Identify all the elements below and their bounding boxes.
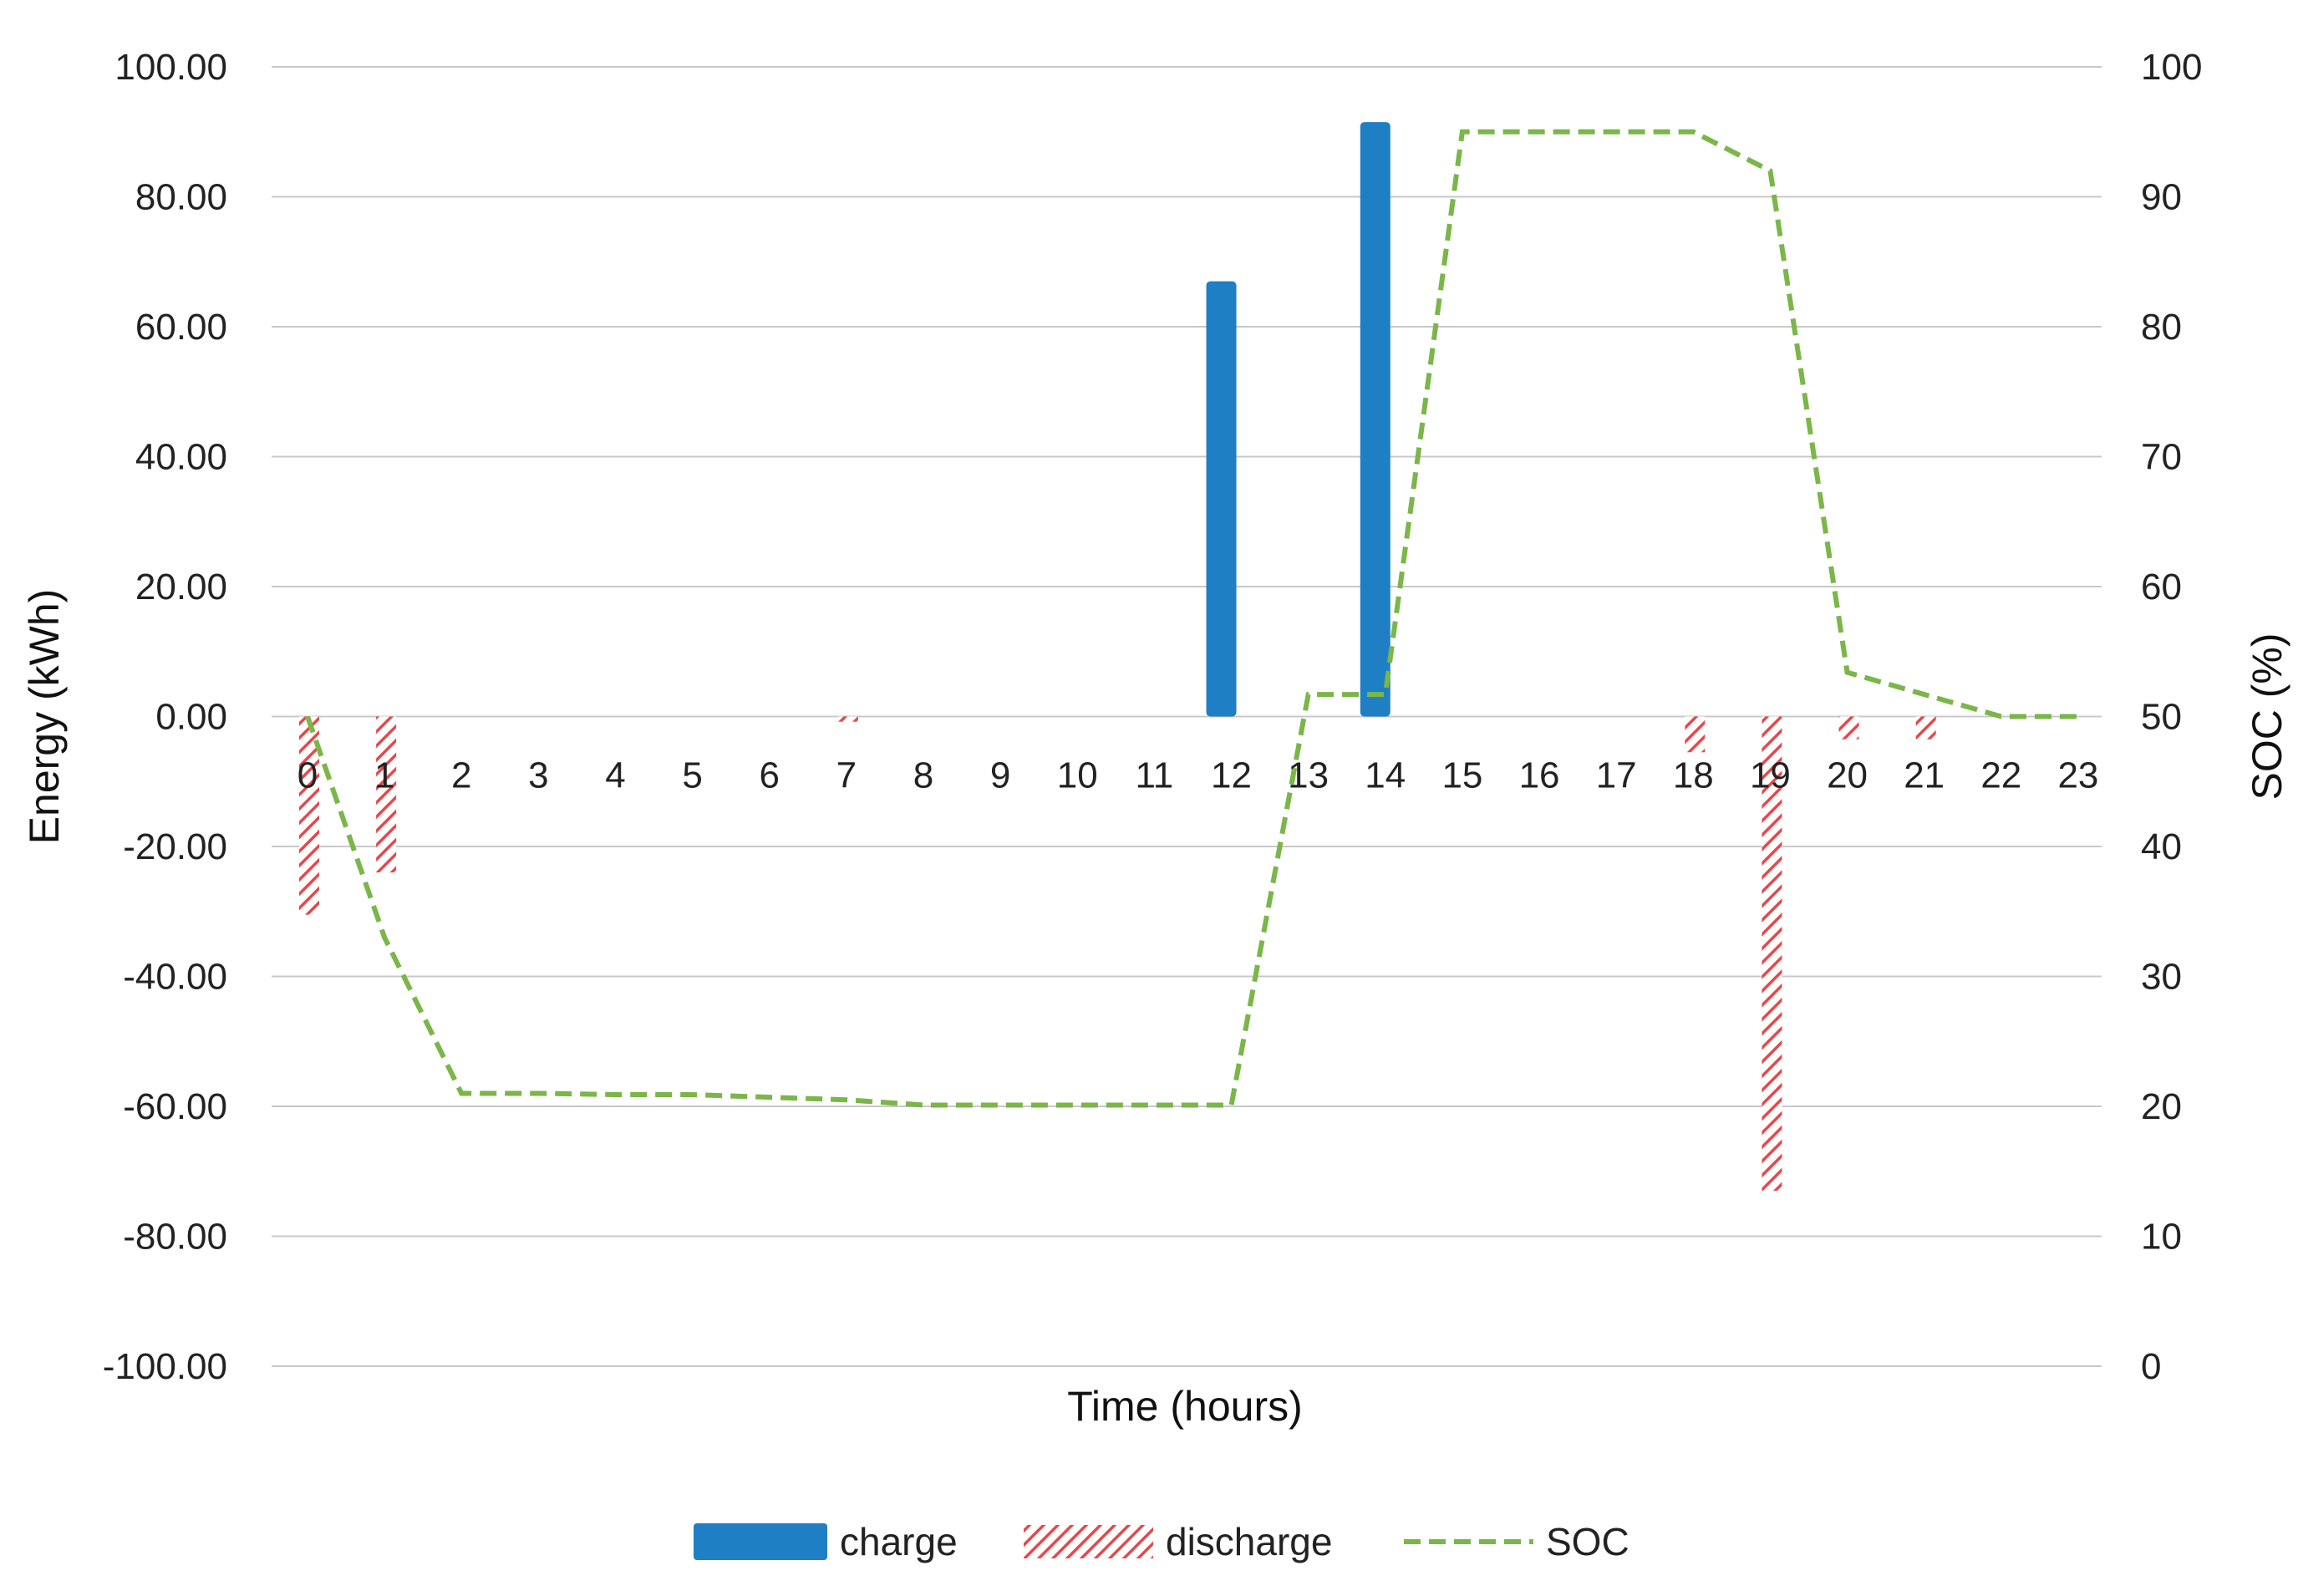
x-tick-label: 17	[1596, 755, 1637, 796]
discharge-bar	[376, 716, 397, 873]
x-tick-label: 1	[374, 755, 394, 796]
tick-labels: 100.00 80.00 60.00 40.00 20.00 0.00 -20.00 -40.…	[103, 47, 2203, 1387]
gridlines	[272, 66, 2102, 1367]
y2-tick-label: 100	[2141, 47, 2202, 88]
legend-charge-swatch	[694, 1523, 827, 1560]
x-tick-label: 10	[1057, 755, 1098, 796]
discharge-bar	[1685, 716, 1706, 753]
x-tick-label: 4	[605, 755, 625, 796]
legend-discharge-swatch	[1024, 1525, 1153, 1558]
x-tick-label: 9	[990, 755, 1010, 796]
y2-tick-label: 0	[2141, 1346, 2161, 1387]
bars	[299, 122, 1936, 1192]
y-tick-label: 0.00	[155, 697, 227, 738]
y2-tick-label: 90	[2141, 177, 2182, 218]
x-tick-label: 22	[1980, 755, 2021, 796]
y2-tick-label: 20	[2141, 1086, 2182, 1127]
y-tick-label: -80.00	[123, 1217, 227, 1258]
x-tick-label: 5	[682, 755, 702, 796]
y-tick-label: 100.00	[114, 47, 227, 88]
y2-tick-label: 10	[2141, 1217, 2182, 1258]
legend-soc-label: SOC	[1546, 1520, 1629, 1563]
x-tick-label: 14	[1365, 755, 1406, 796]
x-tick-label: 6	[760, 755, 780, 796]
charge-bar	[1360, 122, 1390, 717]
y-tick-label: 80.00	[135, 177, 227, 218]
charge-bar	[1206, 281, 1237, 717]
discharge-bar	[1838, 716, 1859, 740]
y-tick-label: 60.00	[135, 307, 227, 348]
y2-tick-label: 70	[2141, 437, 2182, 478]
discharge-bar	[1762, 716, 1782, 1192]
x-tick-label: 16	[1519, 755, 1560, 796]
x-tick-label: 8	[913, 755, 933, 796]
x-tick-label: 20	[1827, 755, 1868, 796]
x-tick-label: 3	[528, 755, 548, 796]
y2-axis-title: SOC (%)	[2244, 633, 2290, 801]
x-axis-title: Time (hours)	[1067, 1383, 1303, 1430]
discharge-bar	[1915, 716, 1936, 740]
y2-tick-label: 80	[2141, 307, 2182, 348]
y-tick-label: -20.00	[123, 826, 227, 867]
x-tick-label: 18	[1673, 755, 1714, 796]
x-tick-label: 19	[1750, 755, 1791, 796]
x-tick-label: 7	[836, 755, 857, 796]
y2-tick-label: 40	[2141, 826, 2182, 867]
y2-tick-label: 30	[2141, 957, 2182, 998]
x-tick-label: 11	[1136, 755, 1174, 796]
legend-charge-label: charge	[840, 1520, 958, 1563]
x-tick-label: 2	[451, 755, 471, 796]
x-tick-label: 13	[1288, 755, 1329, 796]
x-tick-label: 12	[1211, 755, 1252, 796]
y-axis-title: Energy (kWh)	[21, 589, 68, 845]
legend: charge discharge SOC	[694, 1520, 1629, 1563]
y-tick-label: -40.00	[123, 957, 227, 998]
soc-line	[305, 129, 2078, 1108]
y-tick-label: 20.00	[135, 567, 227, 607]
y-tick-label: -60.00	[123, 1086, 227, 1127]
soc-line-group	[305, 129, 2078, 1108]
y2-tick-label: 50	[2141, 697, 2182, 738]
y2-tick-label: 60	[2141, 567, 2182, 607]
y-tick-label: 40.00	[135, 437, 227, 478]
x-tick-label: 0	[297, 755, 318, 796]
y-tick-label: -100.00	[103, 1346, 227, 1387]
discharge-bar	[837, 716, 858, 722]
x-tick-label: 21	[1904, 755, 1945, 796]
x-tick-label: 23	[2057, 755, 2098, 796]
x-tick-label: 15	[1441, 755, 1482, 796]
discharge-bar	[299, 716, 319, 915]
legend-discharge-label: discharge	[1166, 1520, 1332, 1563]
